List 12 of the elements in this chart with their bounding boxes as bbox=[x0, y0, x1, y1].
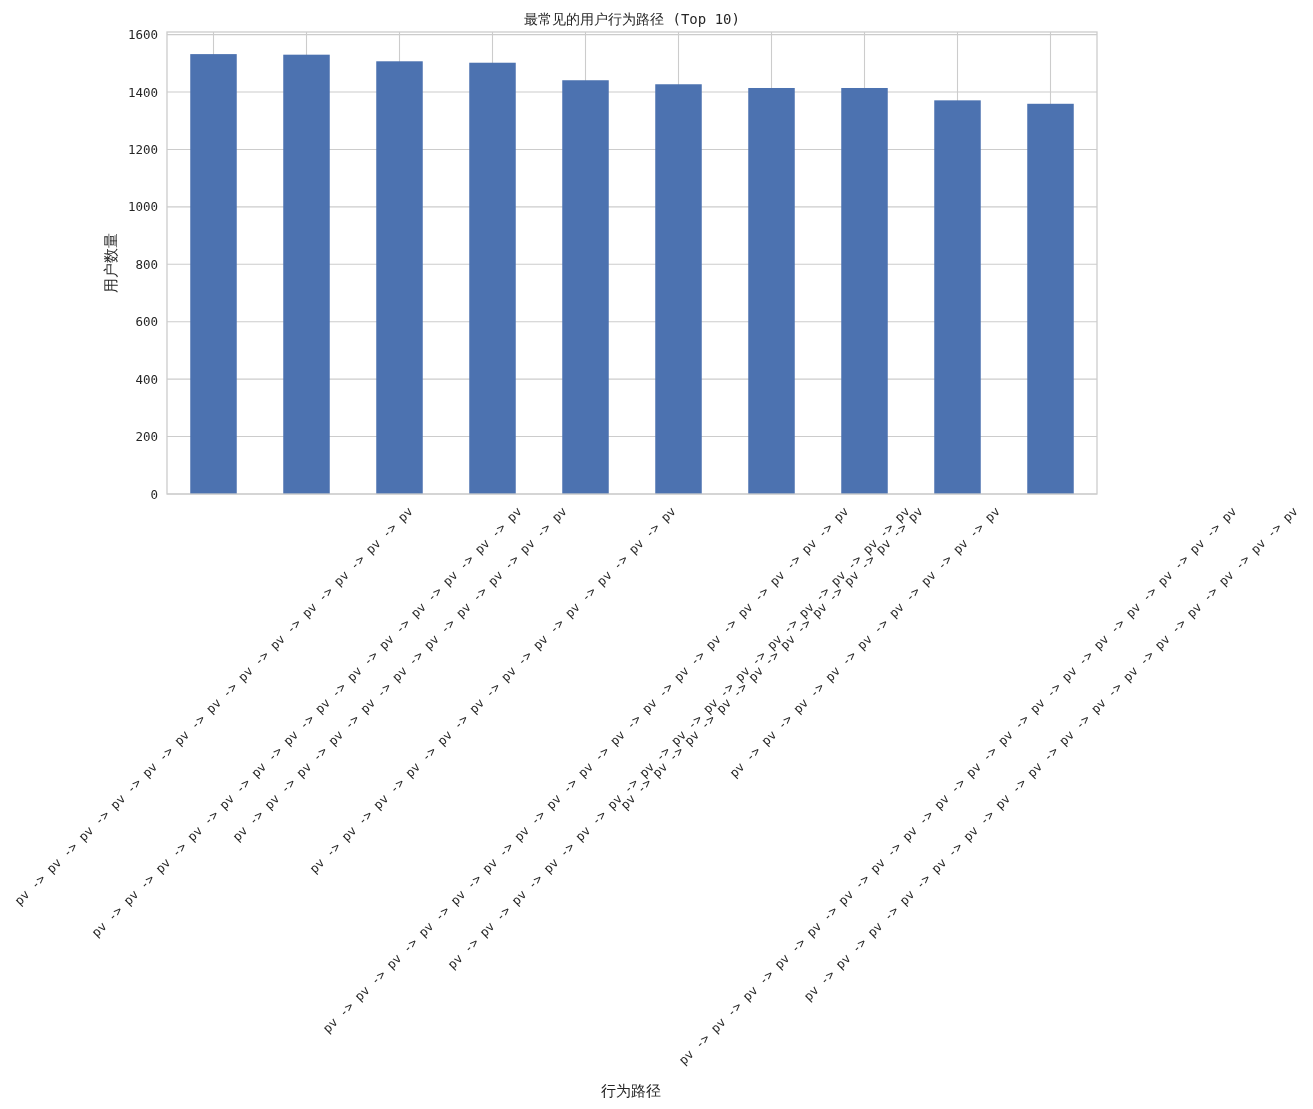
y-tick-label: 800 bbox=[135, 256, 158, 272]
y-tick-label: 200 bbox=[135, 429, 158, 445]
y-tick-label: 400 bbox=[135, 371, 158, 387]
y-tick-label: 1400 bbox=[127, 84, 158, 100]
y-axis-title: 用户数量 bbox=[102, 233, 120, 293]
y-tick-label: 0 bbox=[150, 486, 158, 502]
chart-title: 最常见的用户行为路径 (Top 10) bbox=[524, 11, 740, 27]
y-tick-label: 1600 bbox=[127, 27, 158, 43]
y-tick-label: 1200 bbox=[127, 141, 158, 157]
x-axis-title: 行为路径 bbox=[601, 1082, 661, 1100]
y-tick-label: 1000 bbox=[127, 199, 158, 215]
y-tick-label: 600 bbox=[135, 314, 158, 330]
